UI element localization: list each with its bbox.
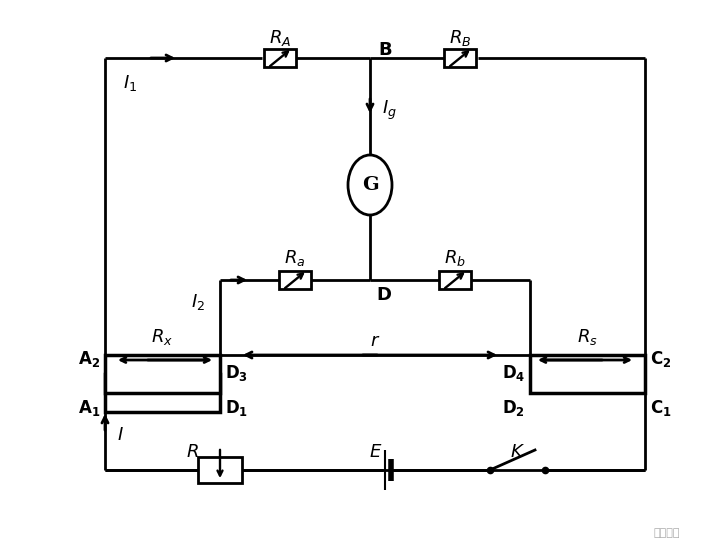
Bar — [530, 355, 645, 393]
Text: $\mathbf{C_1}$: $\mathbf{C_1}$ — [650, 398, 672, 418]
Text: $\mathbf{D_1}$: $\mathbf{D_1}$ — [225, 398, 248, 418]
Text: $R_x$: $R_x$ — [151, 327, 173, 347]
Bar — [444, 49, 476, 67]
Text: $R$: $R$ — [186, 443, 199, 461]
Text: $\mathbf{A_1}$: $\mathbf{A_1}$ — [78, 398, 100, 418]
Text: $\mathbf{C_2}$: $\mathbf{C_2}$ — [650, 349, 671, 369]
Text: $R_b$: $R_b$ — [444, 248, 466, 268]
Ellipse shape — [348, 155, 392, 215]
Bar — [105, 355, 220, 393]
Text: $I_g$: $I_g$ — [382, 98, 397, 121]
Text: $\mathbf{D_2}$: $\mathbf{D_2}$ — [502, 398, 525, 418]
Text: $R_s$: $R_s$ — [577, 327, 598, 347]
Text: $r$: $r$ — [370, 332, 380, 350]
Text: $E$: $E$ — [369, 443, 382, 461]
Bar — [264, 49, 296, 67]
Text: $\mathbf{B}$: $\mathbf{B}$ — [378, 41, 392, 59]
Bar — [105, 374, 220, 412]
Text: $K$: $K$ — [510, 443, 524, 461]
Text: $I_2$: $I_2$ — [191, 292, 205, 312]
Text: $R_A$: $R_A$ — [269, 28, 291, 48]
Text: $I_1$: $I_1$ — [123, 73, 137, 93]
Text: $\mathbf{A_2}$: $\mathbf{A_2}$ — [78, 349, 100, 369]
Bar — [279, 271, 311, 289]
Text: G: G — [361, 176, 378, 194]
Text: $R_B$: $R_B$ — [449, 28, 471, 48]
Text: $I$: $I$ — [117, 426, 123, 444]
Text: $\mathbf{D_3}$: $\mathbf{D_3}$ — [225, 363, 248, 383]
Text: 知乎用户: 知乎用户 — [654, 528, 680, 538]
Text: $\mathbf{D}$: $\mathbf{D}$ — [376, 286, 392, 304]
Bar — [439, 271, 471, 289]
Bar — [198, 457, 242, 483]
Text: $\mathbf{D_4}$: $\mathbf{D_4}$ — [502, 363, 525, 383]
Text: $R_a$: $R_a$ — [284, 248, 306, 268]
